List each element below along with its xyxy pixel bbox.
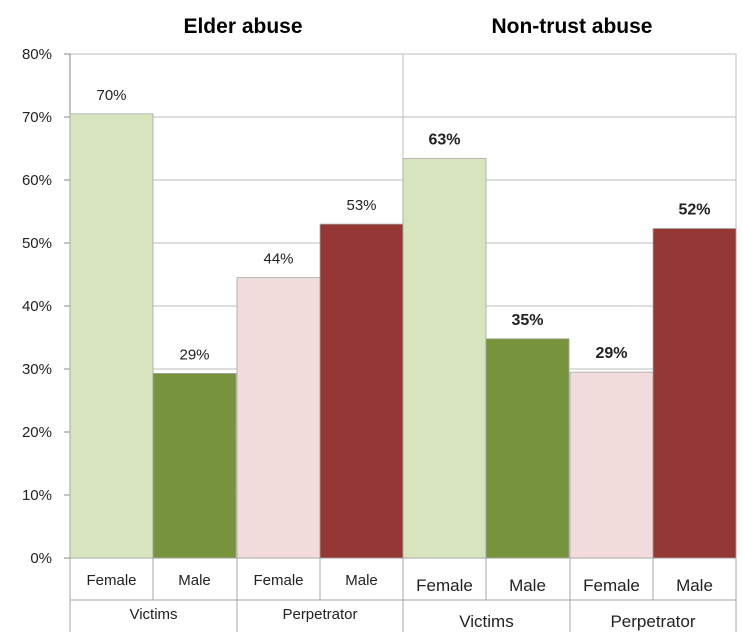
value-labels: 70% 29% 44% 53% 63% 35% 29% 52% — [96, 87, 710, 364]
left-panel-title: Elder abuse — [183, 15, 302, 38]
bar-nontrust-perpetrator-male — [652, 228, 737, 559]
bar-nontrust-perpetrator-female — [569, 371, 654, 559]
y-axis: 0% 10% 20% 30% 40% 50% 60% 70% 80% — [22, 46, 71, 567]
category-label: Male — [178, 572, 211, 589]
group-label: Perpetrator — [282, 606, 357, 623]
category-label: Male — [509, 576, 546, 595]
value-label: 63% — [428, 132, 460, 149]
value-label: 52% — [678, 202, 710, 219]
bar-elder-victims-female — [69, 113, 154, 559]
category-label: Female — [583, 576, 640, 595]
y-tick-label: 0% — [30, 550, 52, 567]
category-label: Male — [676, 576, 713, 595]
y-tick-label: 60% — [22, 172, 52, 189]
value-label: 44% — [263, 251, 293, 268]
y-tick-label: 10% — [22, 487, 52, 504]
y-tick-label: 70% — [22, 109, 52, 126]
y-tick-label: 30% — [22, 361, 52, 378]
right-panel-title: Non-trust abuse — [491, 15, 652, 38]
bar-elder-victims-male — [152, 373, 237, 559]
group-label: Victims — [129, 606, 177, 623]
value-label: 29% — [595, 345, 627, 362]
value-label: 70% — [96, 87, 126, 104]
y-tick-label: 40% — [22, 298, 52, 315]
y-tick-label: 80% — [22, 46, 52, 63]
bars — [69, 113, 737, 559]
category-label: Male — [345, 572, 378, 589]
group-label: Victims — [459, 612, 513, 631]
value-label: 29% — [179, 346, 209, 363]
value-label: 53% — [346, 197, 376, 214]
category-label: Female — [253, 572, 303, 589]
category-label: Female — [86, 572, 136, 589]
bar-nontrust-victims-male — [485, 338, 570, 559]
bar-nontrust-victims-female — [402, 158, 487, 559]
bar-elder-perpetrator-female — [236, 277, 321, 559]
bar-elder-perpetrator-male — [319, 223, 404, 559]
y-tick-label: 20% — [22, 424, 52, 441]
group-label: Perpetrator — [610, 612, 695, 631]
category-label: Female — [416, 576, 473, 595]
value-label: 35% — [511, 312, 543, 329]
y-tick-label: 50% — [22, 235, 52, 252]
